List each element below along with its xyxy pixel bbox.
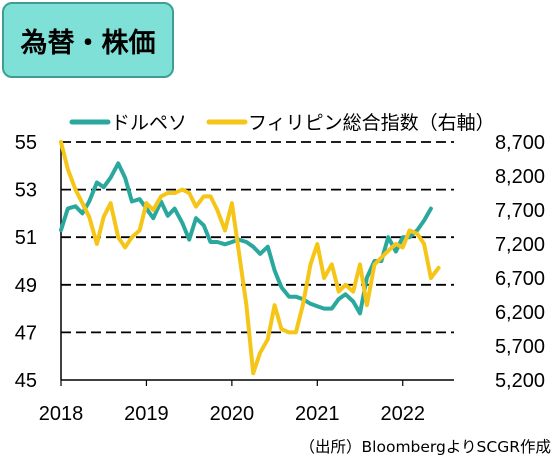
title-box: 為替・株価 xyxy=(2,2,174,78)
series-line-psei xyxy=(59,140,441,376)
series-layer xyxy=(59,140,441,376)
y-right-tick-label: 6,700 xyxy=(495,268,545,290)
axis-layer xyxy=(60,142,454,381)
y-right-tick-label: 8,700 xyxy=(495,132,545,154)
y-right-tick-label: 7,700 xyxy=(495,200,545,222)
y-left-tick-label: 55 xyxy=(15,132,37,154)
legend: ドルペソ フィリピン総合指数（右軸） xyxy=(69,112,495,134)
x-tick-label: 2018 xyxy=(39,403,84,425)
y-right-tick-label: 7,200 xyxy=(495,234,545,256)
y-right-tick-label: 6,200 xyxy=(495,302,545,324)
y-right-tick-label: 5,200 xyxy=(495,370,545,392)
y-left-tick-label: 45 xyxy=(15,370,37,392)
x-tick-label: 2022 xyxy=(380,403,425,425)
legend-label-psei: フィリピン総合指数（右軸） xyxy=(248,112,495,134)
y-left-tick-label: 53 xyxy=(15,180,37,202)
x-tick-label: 2021 xyxy=(295,403,340,425)
x-tick-label: 2019 xyxy=(124,403,169,425)
source-note: （出所）BloombergよりSCGR作成 xyxy=(300,438,551,456)
x-tick-label: 2020 xyxy=(210,403,255,425)
page-title: 為替・株価 xyxy=(20,27,156,59)
tick-layer: 55 53 51 49 47 45 8,700 8,200 7,700 7,200 6,700 6,2… xyxy=(15,132,545,425)
y-left-tick-label: 51 xyxy=(15,227,37,249)
legend-label-usdphp: ドルペソ xyxy=(111,112,187,134)
y-right-tick-label: 5,700 xyxy=(495,336,545,358)
y-left-tick-label: 49 xyxy=(15,275,37,297)
y-right-tick-label: 8,200 xyxy=(495,166,545,188)
series-line-usdphp xyxy=(59,161,433,316)
y-left-tick-label: 47 xyxy=(15,322,37,344)
